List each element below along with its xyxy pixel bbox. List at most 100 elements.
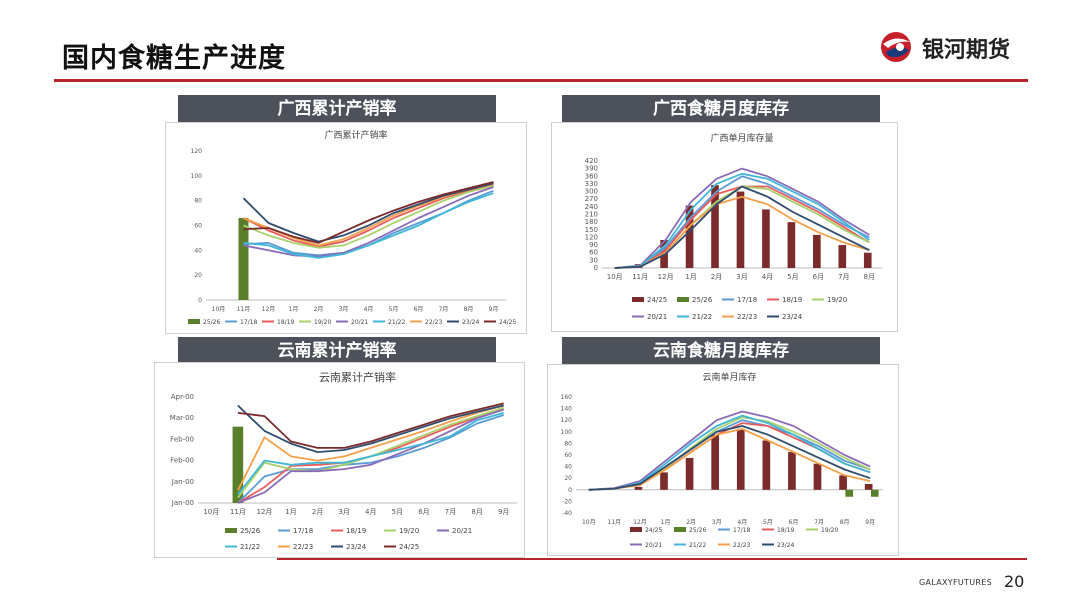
y-tick-label: 420 <box>585 157 598 165</box>
legend-swatch <box>630 527 642 532</box>
y-tick-label: 0 <box>198 297 202 304</box>
x-tick-label: 3月 <box>712 519 722 526</box>
x-tick-label: 2月 <box>314 306 324 313</box>
chart-panel-yn-rate: 云南累计产销率 Jan-00 Jan-00 Feb-00 Feb-00 Mar-00 Apr… <box>154 362 525 558</box>
y-tick-label: 160 <box>561 394 573 401</box>
chart-title: 广西单月库存量 <box>710 132 773 144</box>
bar-24-25 <box>685 457 694 490</box>
y-tick-label: 140 <box>561 406 573 413</box>
y-tick-label: -20 <box>562 498 572 505</box>
y-tick-label: 60 <box>194 223 202 230</box>
series-line-21-22 <box>588 414 871 491</box>
bar-25-26 <box>238 218 249 300</box>
bar-24-25 <box>813 234 821 268</box>
y-tick-label: 60 <box>564 452 572 459</box>
x-tick-label: 1月 <box>685 273 696 281</box>
series-line-20-21 <box>588 410 871 491</box>
legend-label: 17/18 <box>293 527 313 535</box>
legend-label: 19/20 <box>821 527 838 534</box>
bar-24-25 <box>839 475 847 490</box>
x-tick-label: 9月 <box>489 306 499 313</box>
legend-label: 25/26 <box>689 527 706 534</box>
legend-label: 23/24 <box>462 319 479 326</box>
y-tick-label: 100 <box>191 173 203 180</box>
section-header-gx-stock: 广西食糖月度库存 <box>562 95 880 123</box>
x-tick-label: 1月 <box>285 508 296 516</box>
y-tick-label: 40 <box>194 247 202 254</box>
legend-label: 20/21 <box>647 313 667 321</box>
y-tick-label: 210 <box>585 211 598 219</box>
footer-brand: GALAXYFUTURES <box>919 578 992 587</box>
x-tick-label: 11月 <box>608 519 622 526</box>
series-line-24-25 <box>243 181 494 244</box>
brand-name: 银河期货 <box>922 38 1011 63</box>
chart-yn-stock: 云南单月库存 -40 -20 0 20 40 60 80 100 120 140 160 10月 11月 1… <box>561 371 883 549</box>
x-tick-label: 6月 <box>414 306 424 313</box>
x-tick-label: 7月 <box>814 519 824 526</box>
y-tick-label: Jan-00 <box>171 478 194 486</box>
series-line-23-24 <box>588 425 871 491</box>
y-tick-label: 0 <box>594 264 598 272</box>
bar-24-25 <box>762 440 771 490</box>
legend-label: 22/23 <box>425 319 442 326</box>
title-rule <box>54 79 1028 82</box>
series-line-24-25 <box>237 402 504 449</box>
x-tick-label: 8月 <box>864 273 875 281</box>
y-tick-label: Mar-00 <box>170 414 194 422</box>
y-tick-label: 330 <box>585 180 598 188</box>
page-title: 国内食糖生产进度 <box>62 43 286 74</box>
legend-label: 25/26 <box>240 527 261 535</box>
x-tick-label: 7月 <box>838 273 849 281</box>
legend-label: 23/24 <box>782 313 803 321</box>
series-line-21-22 <box>237 412 504 496</box>
x-tick-label: 4月 <box>762 273 773 281</box>
y-tick-label: Feb-00 <box>170 435 194 443</box>
x-tick-label: 6月 <box>418 508 429 516</box>
legend-label: 19/20 <box>399 527 419 535</box>
y-tick-label: Feb-00 <box>170 457 194 465</box>
x-tick-label: 10月 <box>203 508 219 516</box>
series-line-23-24 <box>237 404 504 453</box>
y-tick-label: Jan-00 <box>171 499 194 507</box>
y-tick-label: 20 <box>194 272 202 279</box>
legend-label: 17/18 <box>240 319 257 326</box>
y-tick-label: 120 <box>561 417 573 424</box>
section-header-gx-rate: 广西累计产销率 <box>178 95 496 123</box>
legend-label: 21/22 <box>388 319 405 326</box>
bar-24-25 <box>787 222 796 268</box>
legend-swatch <box>188 319 200 324</box>
x-tick-label: 5月 <box>389 306 399 313</box>
legend-label: 25/26 <box>692 296 713 304</box>
x-tick-label: 10月 <box>212 306 226 313</box>
bar-24-25 <box>660 472 668 490</box>
legend-label: 18/19 <box>782 296 802 304</box>
y-tick-label: 80 <box>194 198 202 205</box>
x-tick-label: 11月 <box>237 306 251 313</box>
bar-24-25 <box>788 452 796 490</box>
bar-24-25 <box>762 209 770 268</box>
x-tick-label: 3月 <box>736 273 747 281</box>
y-tick-label: 120 <box>585 233 598 241</box>
footer-rule <box>277 558 1027 560</box>
x-tick-label: 11月 <box>632 273 648 281</box>
legend-label: 17/18 <box>733 527 750 534</box>
bar-24-25 <box>864 484 873 490</box>
bar-24-25 <box>685 205 694 268</box>
x-tick-label: 7月 <box>439 306 449 313</box>
bar-24-25 <box>634 486 643 490</box>
legend-label: 18/19 <box>277 319 294 326</box>
chart-panel-gx-stock: 广西单月库存量 0 30 60 90 120 150 180 210 240 270 300 330 36… <box>551 122 898 332</box>
x-tick-label: 9月 <box>865 519 875 526</box>
y-tick-label: 300 <box>585 188 598 196</box>
y-tick-label: -40 <box>562 510 572 517</box>
y-tick-label: 0 <box>568 487 572 494</box>
chart-title: 云南单月库存 <box>702 371 756 383</box>
bar-24-25 <box>711 434 720 490</box>
legend-label: 20/21 <box>351 319 368 326</box>
x-tick-label: 8月 <box>840 519 850 526</box>
chart-panel-gx-rate: 广西累计产销率 0 20 40 60 80 100 120 10月 11月 12月 1月 2月 3月 4月 5… <box>165 122 527 334</box>
y-tick-label: 100 <box>561 429 573 436</box>
legend-label: 20/21 <box>645 542 662 549</box>
series-line-23-24 <box>614 185 870 269</box>
x-tick-label: 10月 <box>607 273 623 281</box>
